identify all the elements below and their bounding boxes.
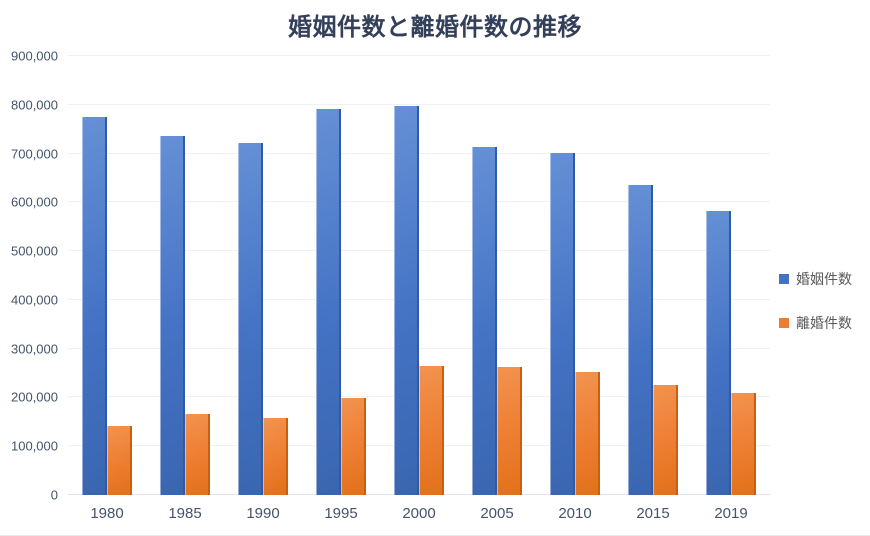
- bar-group-2010: [536, 56, 614, 495]
- bar-group-2015: [614, 56, 692, 495]
- bar-divorce-1980[interactable]: [107, 425, 132, 495]
- y-axis-label: 900,000: [11, 48, 58, 64]
- y-axis-label: 500,000: [11, 243, 58, 259]
- gridline: [68, 201, 770, 203]
- x-axis-label: 2005: [480, 505, 514, 522]
- y-axis-label: 800,000: [11, 97, 58, 113]
- bar-marriage-2015[interactable]: [628, 185, 653, 495]
- gridline: [68, 347, 770, 349]
- y-axis-label: 600,000: [11, 194, 58, 210]
- bar-divorce-1990[interactable]: [263, 418, 288, 495]
- legend-item-marriage[interactable]: 婚姻件数: [779, 271, 852, 287]
- bar-divorce-2010[interactable]: [575, 372, 600, 495]
- bar-group-2000: [380, 56, 458, 495]
- bar-marriage-1995[interactable]: [316, 108, 341, 495]
- legend-label-marriage: 婚姻件数: [796, 271, 852, 287]
- legend-label-divorce: 離婚件数: [796, 315, 852, 331]
- bar-group-1990: [224, 56, 302, 495]
- x-axis: 1980 1985 1990 1995 2000 2005 2010 2015 2019: [68, 505, 770, 522]
- x-axis-label: 1980: [90, 505, 124, 522]
- legend-swatch-marriage: [779, 274, 789, 284]
- bar-divorce-1995[interactable]: [341, 397, 366, 495]
- bar-group-1995: [302, 56, 380, 495]
- chart-title: 婚姻件数と離婚件数の推移: [288, 14, 582, 41]
- legend: 婚姻件数 離婚件数: [779, 271, 852, 360]
- bar-marriage-1980[interactable]: [82, 117, 107, 495]
- bar-divorce-2019[interactable]: [731, 392, 756, 495]
- y-axis-label: 100,000: [11, 438, 58, 454]
- legend-item-divorce[interactable]: 離婚件数: [779, 315, 852, 331]
- bar-divorce-2005[interactable]: [497, 367, 522, 495]
- legend-swatch-divorce: [779, 318, 789, 328]
- y-axis-label: 700,000: [11, 146, 58, 162]
- x-axis-label: 2019: [714, 505, 748, 522]
- x-axis-label: 2000: [402, 505, 436, 522]
- bar-group-2005: [458, 56, 536, 495]
- bar-divorce-2000[interactable]: [419, 366, 444, 495]
- gridline: [68, 55, 770, 56]
- bar-marriage-2005[interactable]: [472, 146, 497, 495]
- y-axis-label: 400,000: [11, 292, 58, 308]
- gridline: [68, 250, 770, 252]
- bar-group-2019: [692, 56, 770, 495]
- bar-marriage-2000[interactable]: [394, 105, 419, 495]
- bar-divorce-1985[interactable]: [185, 413, 210, 495]
- bar-divorce-2015[interactable]: [653, 384, 678, 495]
- x-axis-label: 1990: [246, 505, 280, 522]
- y-axis-label: 300,000: [11, 341, 58, 357]
- gridline: [68, 298, 770, 300]
- plot-area: [68, 55, 770, 495]
- y-axis-label: 0: [50, 487, 58, 503]
- gridline: [68, 103, 770, 105]
- bar-marriage-1985[interactable]: [160, 136, 185, 495]
- bar-group-1980: [68, 56, 146, 495]
- y-axis-label: 200,000: [11, 389, 58, 405]
- x-axis-label: 1985: [168, 505, 202, 522]
- bar-marriage-2010[interactable]: [550, 153, 575, 495]
- bar-marriage-2019[interactable]: [706, 210, 731, 495]
- x-axis-label: 2010: [558, 505, 592, 522]
- bar-marriage-1990[interactable]: [238, 142, 263, 495]
- y-axis: 0 100,000 200,000 300,000 400,000 500,000 600,…: [0, 49, 58, 503]
- bar-group-1985: [146, 56, 224, 495]
- x-axis-label: 1995: [324, 505, 358, 522]
- x-axis-label: 2015: [636, 505, 670, 522]
- gridline: [68, 152, 770, 154]
